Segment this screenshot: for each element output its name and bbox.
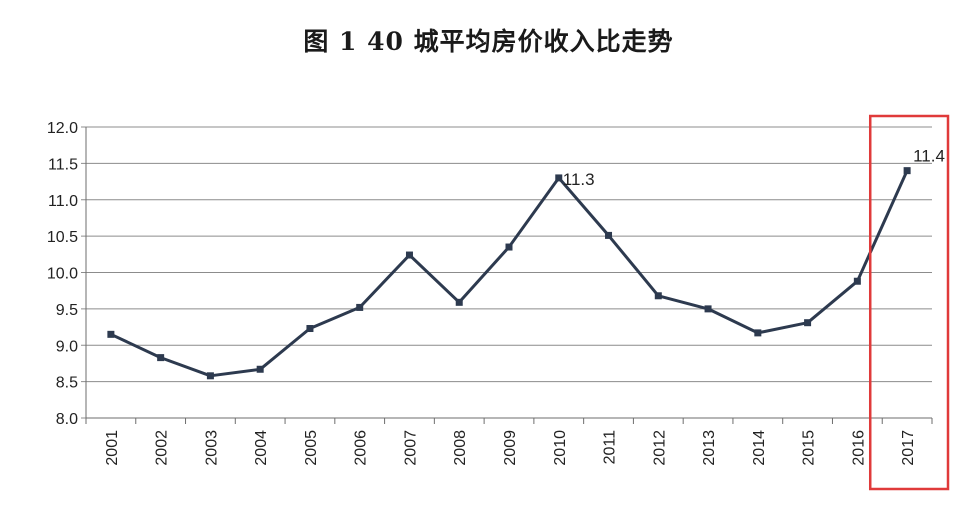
x-tick-label: 2016 xyxy=(850,430,867,466)
data-point xyxy=(306,325,314,333)
data-point xyxy=(505,243,513,251)
data-point xyxy=(754,329,762,337)
x-tick-label: 2004 xyxy=(253,430,270,466)
y-tick-label: 9.0 xyxy=(56,338,78,355)
x-tick-label: 2003 xyxy=(203,430,220,466)
x-tick-label: 2008 xyxy=(452,430,469,466)
x-tick-label: 2006 xyxy=(353,430,370,466)
data-point xyxy=(455,298,463,306)
data-label: 11.3 xyxy=(563,170,595,189)
x-tick-label: 2012 xyxy=(651,430,668,466)
data-point xyxy=(206,372,214,380)
data-point xyxy=(903,167,911,175)
data-point xyxy=(256,365,264,373)
y-tick-label: 9.5 xyxy=(56,302,78,319)
y-tick-label: 10.0 xyxy=(47,266,78,283)
y-tick-label: 11.0 xyxy=(48,193,78,210)
y-tick-label: 8.0 xyxy=(56,411,78,428)
data-label: 11.4 xyxy=(913,147,945,166)
x-tick-label: 2015 xyxy=(801,430,818,466)
x-tick-label: 2007 xyxy=(402,430,419,466)
data-point xyxy=(605,231,613,239)
y-tick-label: 8.5 xyxy=(56,375,78,392)
x-tick-label: 2013 xyxy=(701,430,718,466)
data-point xyxy=(704,305,712,313)
x-tick-label: 2010 xyxy=(552,430,569,466)
chart-title: 图 1 40 城平均房价收入比走势 xyxy=(303,27,674,56)
data-point xyxy=(804,319,812,327)
data-point xyxy=(405,251,413,259)
data-point xyxy=(157,354,165,362)
data-point xyxy=(654,292,662,300)
x-tick-label: 2002 xyxy=(154,430,171,466)
x-tick-label: 2014 xyxy=(751,430,768,466)
x-tick-label: 2009 xyxy=(502,430,519,466)
y-tick-label: 11.5 xyxy=(48,156,78,173)
y-tick-label: 12.0 xyxy=(47,120,78,137)
y-tick-label: 10.5 xyxy=(47,229,78,246)
x-tick-label: 2011 xyxy=(602,430,619,465)
data-point xyxy=(356,303,364,311)
x-tick-label: 2001 xyxy=(104,430,121,466)
data-point xyxy=(853,277,861,285)
highlight-box xyxy=(868,114,950,491)
data-point xyxy=(555,174,563,182)
x-tick-label: 2017 xyxy=(900,430,917,466)
x-tick-label: 2005 xyxy=(303,430,320,466)
data-point xyxy=(107,330,115,338)
